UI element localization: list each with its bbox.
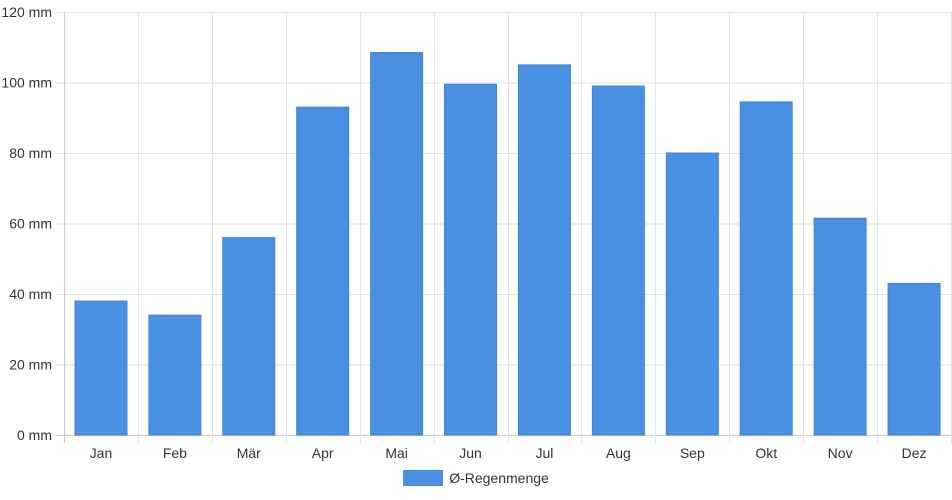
x-tick-label: Mär bbox=[237, 445, 261, 461]
bar-aug[interactable] bbox=[591, 85, 645, 436]
y-tick-label: 80 mm bbox=[9, 145, 52, 161]
bar-apr[interactable] bbox=[296, 106, 350, 436]
x-tick-label: Apr bbox=[312, 445, 334, 461]
x-tick-label: Sep bbox=[680, 445, 705, 461]
bar-jun[interactable] bbox=[444, 83, 498, 436]
bar-jan[interactable] bbox=[74, 300, 128, 436]
x-tick-label: Jul bbox=[536, 445, 554, 461]
x-tick-label: Jan bbox=[90, 445, 113, 461]
chart-legend[interactable]: Ø-Regenmenge bbox=[0, 470, 952, 486]
bar-nov[interactable] bbox=[813, 217, 867, 436]
x-tick-label: Aug bbox=[606, 445, 631, 461]
bar-mär[interactable] bbox=[222, 237, 276, 436]
x-tick-label: Jun bbox=[459, 445, 482, 461]
bar-chart: 0 mm 20 mm 40 mm 60 mm 80 mm 100 mm 120 mm Jan… bbox=[1, 4, 952, 461]
x-tick-label: Feb bbox=[163, 445, 187, 461]
y-tick-label: 60 mm bbox=[9, 216, 52, 232]
bar-feb[interactable] bbox=[148, 314, 202, 436]
y-tick-label: 40 mm bbox=[9, 286, 52, 302]
y-axis: 0 mm 20 mm 40 mm 60 mm 80 mm 100 mm 120 mm bbox=[1, 4, 52, 443]
y-tick-label: 20 mm bbox=[9, 357, 52, 373]
y-tick-label: 100 mm bbox=[1, 75, 52, 91]
y-tick-label: 0 mm bbox=[17, 427, 52, 443]
y-tick-label: 120 mm bbox=[1, 4, 52, 20]
bar-jul[interactable] bbox=[517, 64, 571, 436]
x-tick-label: Dez bbox=[902, 445, 927, 461]
x-tick-label: Nov bbox=[828, 445, 853, 461]
bar-okt[interactable] bbox=[739, 101, 793, 436]
x-axis: Jan Feb Mär Apr Mai Jun Jul Aug Sep Okt Nov Dez bbox=[90, 445, 927, 461]
x-tick-label: Mai bbox=[385, 445, 408, 461]
legend-label: Ø-Regenmenge bbox=[449, 470, 549, 486]
legend-swatch bbox=[403, 470, 444, 486]
bar-dez[interactable] bbox=[887, 282, 941, 436]
x-tick-label: Okt bbox=[755, 445, 777, 461]
bar-series bbox=[74, 52, 941, 436]
bar-mai[interactable] bbox=[370, 52, 424, 436]
bar-sep[interactable] bbox=[665, 152, 719, 436]
chart-grid bbox=[56, 12, 952, 443]
